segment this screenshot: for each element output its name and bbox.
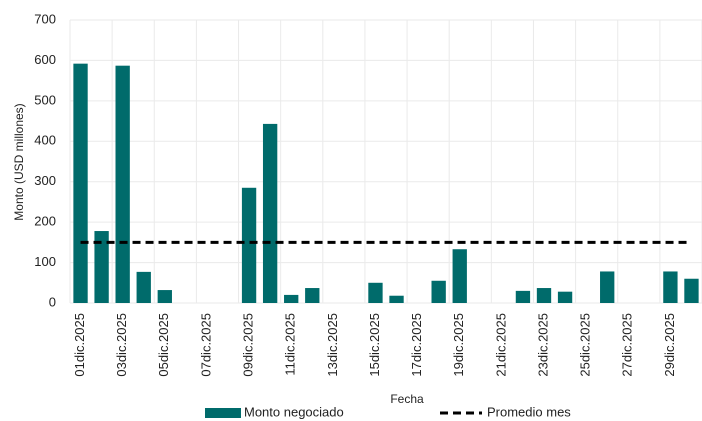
x-tick-label: 25dic.2025 <box>578 313 593 377</box>
x-tick-label: 23dic.2025 <box>535 313 550 377</box>
x-tick-label: 19dic.2025 <box>451 313 466 377</box>
bar <box>157 290 172 303</box>
bar <box>452 249 467 303</box>
x-tick-label: 29dic.2025 <box>662 313 677 377</box>
y-tick-label: 600 <box>34 52 56 67</box>
bar <box>389 295 404 303</box>
y-tick-label: 700 <box>34 11 56 26</box>
bar <box>305 288 320 303</box>
x-tick-label: 13dic.2025 <box>325 313 340 377</box>
y-tick-label: 200 <box>34 214 56 229</box>
x-tick-label: 09dic.2025 <box>241 313 256 377</box>
x-tick-label: 17dic.2025 <box>409 313 424 377</box>
x-tick-label: 27dic.2025 <box>620 313 635 377</box>
bar <box>536 288 552 303</box>
bar <box>115 65 130 303</box>
legend-label: Promedio mes <box>487 404 571 419</box>
bar <box>241 187 257 303</box>
bar <box>431 280 446 303</box>
bar <box>284 294 299 303</box>
bar <box>136 271 151 303</box>
y-tick-label: 100 <box>34 254 56 269</box>
x-tick-label: 05dic.2025 <box>156 313 171 377</box>
y-tick-label: 300 <box>34 173 56 188</box>
y-tick-label: 400 <box>34 133 56 148</box>
bar <box>73 63 88 303</box>
bar <box>262 123 278 303</box>
legend-swatch <box>205 408 241 418</box>
x-tick-label: 15dic.2025 <box>367 313 382 377</box>
y-tick-label: 0 <box>49 294 56 309</box>
y-tick-label: 500 <box>34 92 56 107</box>
legend-label: Monto negociado <box>244 404 344 419</box>
bar <box>684 278 699 303</box>
bar <box>515 290 531 303</box>
bar <box>557 291 573 303</box>
y-axis-label: Monto (USD millones) <box>12 103 26 220</box>
bar <box>600 271 615 303</box>
x-tick-label: 03dic.2025 <box>114 313 129 377</box>
x-tick-label: 07dic.2025 <box>198 313 213 377</box>
bar <box>663 271 678 303</box>
x-tick-label: 01dic.2025 <box>72 313 87 377</box>
bar <box>94 231 109 303</box>
bar <box>368 282 383 303</box>
x-tick-label: 21dic.2025 <box>493 313 508 377</box>
x-axis-label: Fecha <box>390 392 424 406</box>
x-tick-label: 11dic.2025 <box>283 313 298 376</box>
